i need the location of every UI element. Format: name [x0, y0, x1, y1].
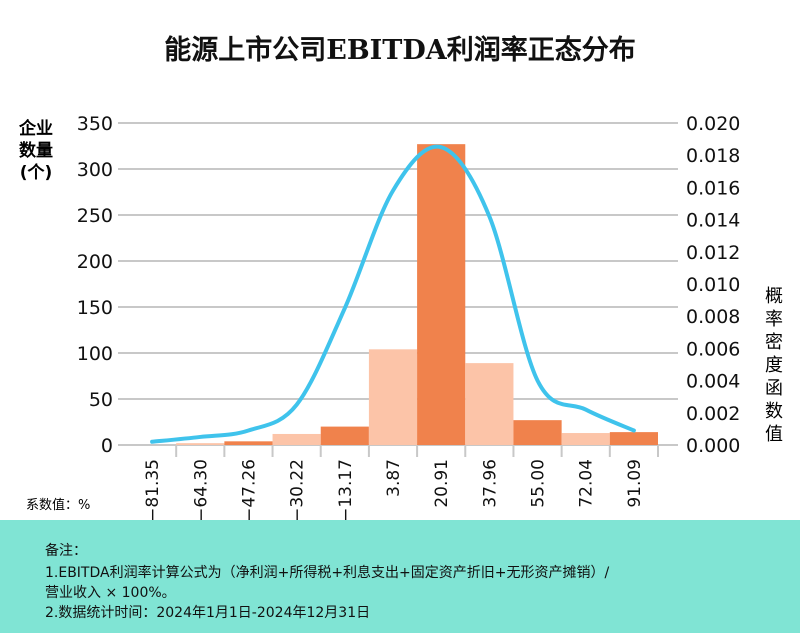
bar: [176, 443, 225, 445]
bar: [224, 441, 273, 445]
y-tick-label: 150: [77, 297, 113, 319]
y-tick-label: 50: [89, 389, 113, 411]
bar: [368, 349, 418, 445]
y2-tick-label: 0.010: [686, 274, 740, 296]
bar: [609, 432, 658, 445]
x-tick-label: 20.91: [432, 459, 452, 508]
y-tick-label: 200: [77, 251, 113, 273]
x-tick-label: −13.17: [336, 459, 356, 520]
note-title: 备注：: [45, 543, 87, 559]
x-tick-label: −64.30: [191, 459, 211, 520]
y2-tick-label: 0.020: [686, 113, 740, 135]
y2-tick-label: 0.000: [686, 435, 740, 457]
x-tick-label: 72.04: [577, 459, 597, 508]
y-tick-label: 300: [77, 159, 113, 181]
chart: 0 50 100 150 200 250 300 350 0.000 0.002 0.004 0.00…: [77, 113, 741, 520]
y2-tick-label: 0.006: [686, 338, 740, 360]
note-box: 备注： 1.EBITDA利润率计算公式为（净利润+所得税+利息支出+固定资产折旧…: [0, 520, 800, 633]
x-tick-label: −30.22: [288, 459, 308, 520]
y-tick-label: 100: [77, 343, 113, 365]
note-line: 2.数据统计时间：2024年1月1日-2024年12月31日: [45, 605, 371, 621]
bar: [320, 426, 369, 445]
x-tick-label: −47.26: [239, 459, 259, 520]
x-tick-label: 3.87: [384, 459, 404, 497]
note-line: 营业收入 × 100%。: [45, 585, 176, 601]
y-axis-label: 企业数量(个): [19, 119, 53, 183]
bar: [272, 433, 321, 445]
density-curve: [150, 144, 636, 444]
bar: [465, 363, 514, 445]
x-axis-unit: 系数值：%: [26, 498, 91, 513]
y2-tick-label: 0.002: [686, 403, 740, 425]
bar: [513, 420, 562, 445]
y2-tick-label: 0.016: [686, 177, 740, 199]
y-tick-label: 350: [77, 113, 113, 135]
y2-tick-label: 0.014: [686, 210, 740, 232]
y2-tick-label: 0.012: [686, 242, 740, 264]
y2-tick-label: 0.004: [686, 371, 740, 393]
y2-tick-label: 0.018: [686, 145, 740, 167]
y2-axis-label: 概率密度函数值: [765, 286, 783, 445]
chart-title: 能源上市公司EBITDA利润率正态分布: [164, 35, 636, 66]
y2-tick-label: 0.008: [686, 306, 740, 328]
x-tick-label: 91.09: [625, 459, 645, 508]
x-tick-label: 37.96: [480, 459, 500, 508]
bar: [561, 433, 610, 445]
bar: [417, 144, 466, 445]
y-tick-label: 250: [77, 205, 113, 227]
x-tick-label: −81.35: [143, 459, 163, 520]
y-tick-label: 0: [101, 435, 113, 457]
x-tick-label: 55.00: [529, 459, 549, 508]
note-line: 1.EBITDA利润率计算公式为（净利润+所得税+利息支出+固定资产折旧+无形资…: [45, 565, 610, 581]
